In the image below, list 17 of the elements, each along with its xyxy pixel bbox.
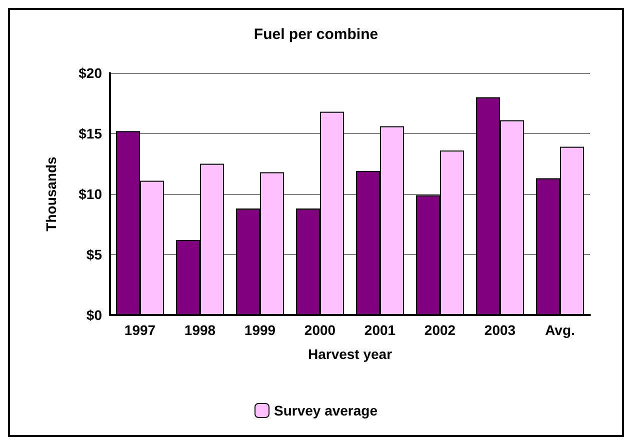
legend-label: Survey average	[274, 402, 378, 418]
x-tick-label: 2000	[304, 322, 336, 338]
y-tick-label: $20	[78, 65, 102, 81]
y-axis-title: Thousands	[43, 156, 59, 232]
x-tick-label: 2001	[364, 322, 396, 338]
x-tick-label: 2003	[484, 322, 516, 338]
chart-title: Fuel per combine	[254, 26, 378, 43]
y-tick-label: $10	[78, 186, 102, 202]
x-tick-label: 1997	[124, 322, 156, 338]
x-tick-label: 1999	[244, 322, 276, 338]
y-tick-label: $0	[86, 307, 102, 323]
y-tick-label: $15	[78, 126, 102, 142]
y-tick-label: $5	[86, 246, 102, 262]
x-tick-label: Avg.	[545, 322, 575, 338]
x-axis-title: Harvest year	[308, 346, 393, 362]
x-tick-label: 1998	[184, 322, 216, 338]
x-tick-label: 2002	[424, 322, 456, 338]
